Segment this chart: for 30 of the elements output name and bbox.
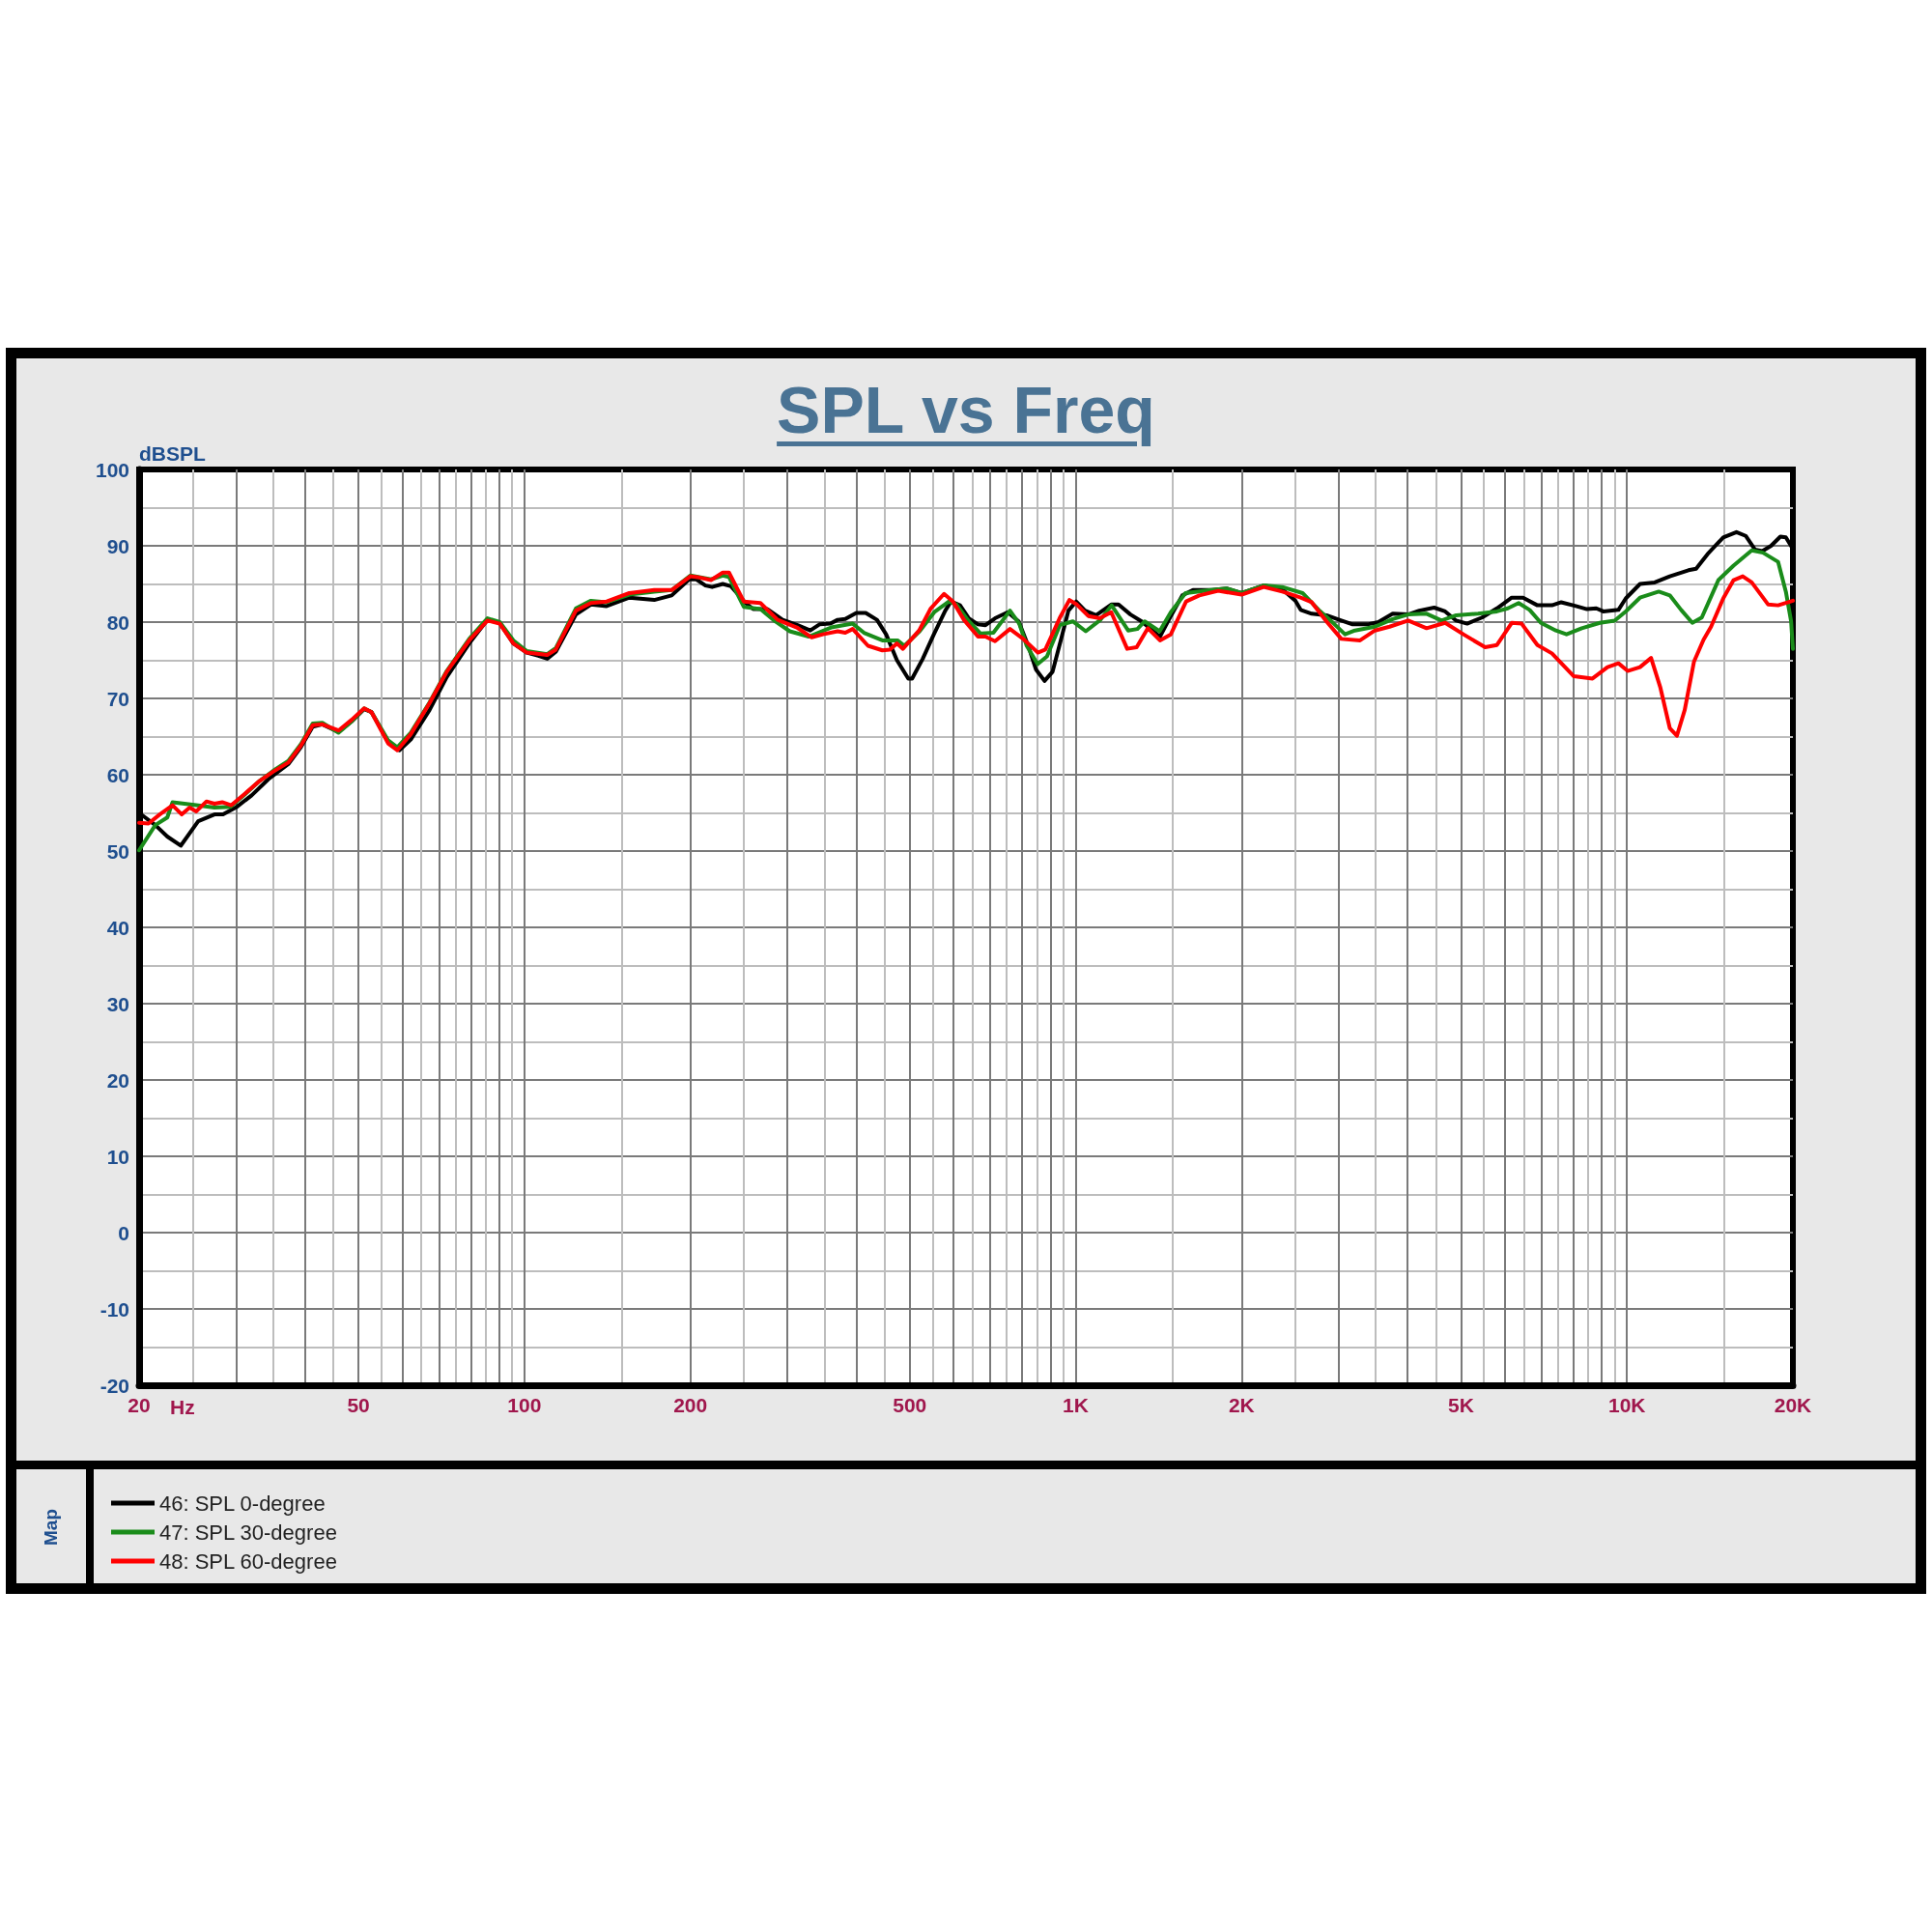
x-tick-label: 10K (1607, 1394, 1646, 1416)
y-tick-label: 30 (106, 992, 129, 1015)
y-tick-label: -20 (99, 1374, 129, 1397)
y-tick-label: 0 (118, 1221, 129, 1244)
y-axis-title: dBSPL (139, 442, 207, 465)
y-tick-label: 50 (106, 839, 129, 863)
text: Map (41, 1509, 62, 1546)
x-axis-title: Hz (170, 1396, 195, 1418)
y-tick-label: 100 (95, 458, 129, 481)
x-tick-label: 20 (128, 1394, 151, 1416)
x-tick-label: 200 (673, 1394, 708, 1416)
x-tick-label: 50 (347, 1394, 370, 1416)
chart-title: SPL vs Freq (777, 373, 1155, 446)
x-tick-label: 500 (893, 1394, 927, 1416)
x-tick-label: 2K (1228, 1394, 1255, 1416)
legend-label: 48: SPL 60-degree (159, 1548, 337, 1574)
legend-label: 46: SPL 0-degree (159, 1491, 326, 1516)
y-tick-label: 10 (106, 1145, 129, 1168)
y-tick-label: 80 (106, 611, 129, 634)
y-tick-label: 20 (106, 1068, 129, 1092)
x-tick-label: 100 (507, 1394, 542, 1416)
legend-label: 47: SPL 30-degree (159, 1520, 337, 1545)
y-tick-label: -10 (99, 1297, 129, 1321)
x-tick-label: 5K (1447, 1394, 1474, 1416)
y-tick-label: 60 (106, 763, 129, 786)
y-tick-label: 70 (106, 687, 129, 710)
y-tick-label: 40 (106, 916, 129, 939)
y-tick-label: 90 (106, 534, 129, 557)
x-tick-label: 1K (1063, 1394, 1089, 1416)
x-tick-label: 20K (1774, 1394, 1812, 1416)
